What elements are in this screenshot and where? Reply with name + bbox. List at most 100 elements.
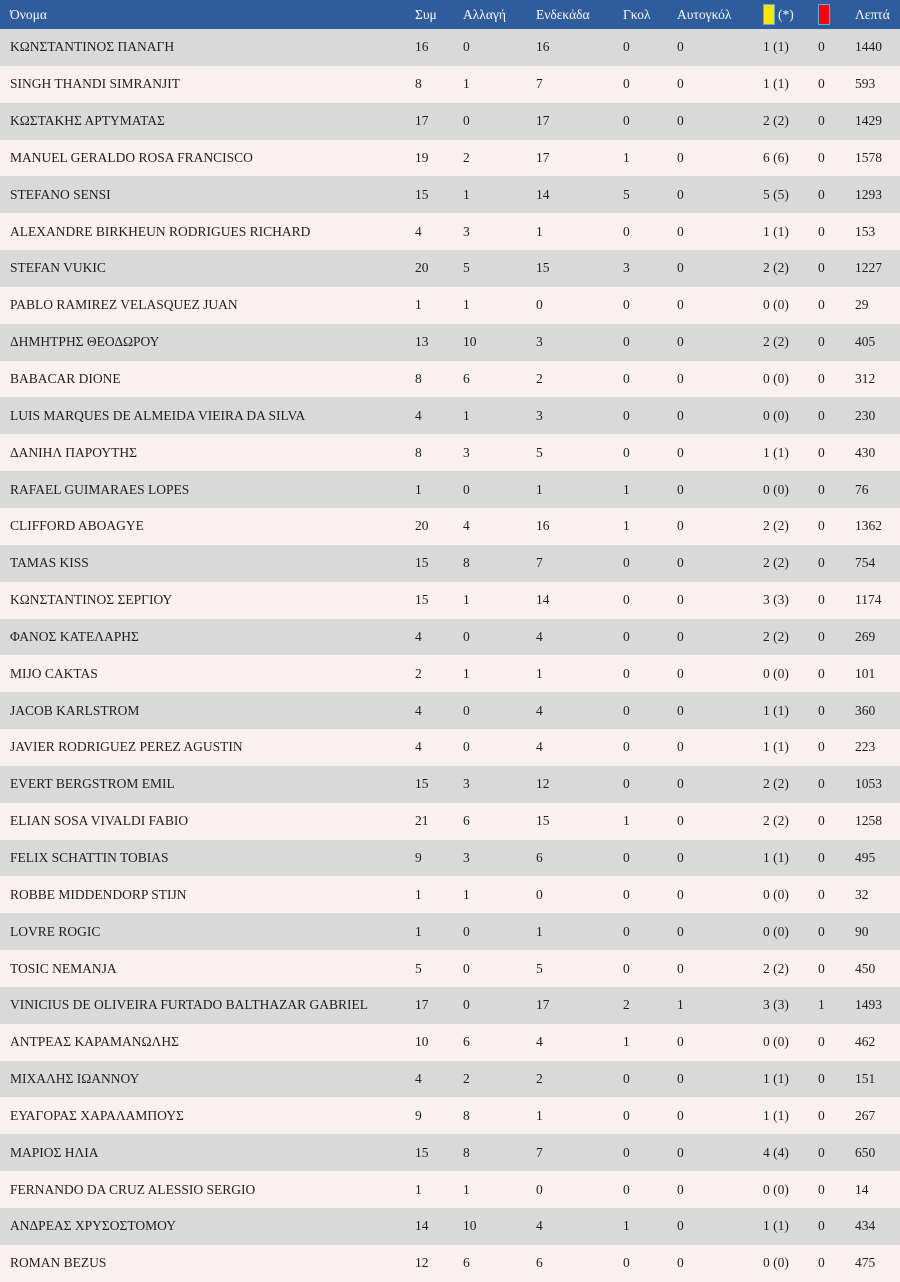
red-cards-cell: 0 xyxy=(818,665,825,681)
yellow-cards-cell: 0 (0) xyxy=(763,923,789,939)
substitutions-cell: 8 xyxy=(463,1107,470,1123)
appearances-cell: 15 xyxy=(415,592,429,608)
player-row: ΔΑΝΙΗΛ ΠΑΡΟΥΤΗΣ 8 3 5 0 0 1 (1) 0 430 xyxy=(0,434,900,472)
player-row: ΑΝΤΡΕΑΣ ΚΑΡΑΜΑΝΩΛΗΣ 10 6 4 1 0 0 (0) 0 4… xyxy=(0,1023,900,1061)
minutes-cell: 1227 xyxy=(855,260,882,276)
minutes-cell: 230 xyxy=(855,407,876,423)
minutes-cell: 1293 xyxy=(855,186,882,202)
player-row: MANUEL GERALDO ROSA FRANCISCO 19 2 17 1 … xyxy=(0,139,900,177)
minutes-cell: 1493 xyxy=(855,997,882,1013)
player-name-cell: STEFAN VUKIC xyxy=(10,260,106,276)
yellow-cards-cell: 1 (1) xyxy=(763,76,789,92)
yellow-cards-cell: 0 (0) xyxy=(763,407,789,423)
starting-eleven-cell: 6 xyxy=(536,1255,543,1271)
column-header-red-cards xyxy=(818,4,855,25)
player-name-cell: MANUEL GERALDO ROSA FRANCISCO xyxy=(10,149,253,165)
starting-eleven-cell: 1 xyxy=(536,223,543,239)
yellow-cards-cell: 2 (2) xyxy=(763,628,789,644)
yellow-cards-suffix: (*) xyxy=(778,6,794,22)
column-header-starting-eleven: Ενδεκάδα xyxy=(536,6,590,22)
minutes-cell: 434 xyxy=(855,1218,876,1234)
minutes-cell: 90 xyxy=(855,923,869,939)
player-name-cell: ΔΗΜΗΤΡΗΣ ΘΕΟΔΩΡΟΥ xyxy=(10,334,160,350)
yellow-cards-cell: 0 (0) xyxy=(763,665,789,681)
appearances-cell: 10 xyxy=(415,1034,429,1050)
own-goals-cell: 0 xyxy=(677,1071,684,1087)
appearances-cell: 2 xyxy=(415,665,422,681)
substitutions-cell: 0 xyxy=(463,481,470,497)
substitutions-cell: 3 xyxy=(463,849,470,865)
substitutions-cell: 6 xyxy=(463,1034,470,1050)
column-header-substitutions: Αλλαγή xyxy=(463,6,506,22)
red-cards-cell: 1 xyxy=(818,997,825,1013)
yellow-cards-cell: 1 (1) xyxy=(763,1107,789,1123)
substitutions-cell: 3 xyxy=(463,776,470,792)
yellow-cards-cell: 1 (1) xyxy=(763,1071,789,1087)
player-row: STEFANO SENSI 15 1 14 5 0 5 (5) 0 1293 xyxy=(0,176,900,214)
red-cards-cell: 0 xyxy=(818,39,825,55)
minutes-cell: 475 xyxy=(855,1255,876,1271)
substitutions-cell: 6 xyxy=(463,371,470,387)
player-row: ΚΩΝΣΤΑΝΤΙΝΟΣ ΠΑΝΑΓΗ 16 0 16 0 0 1 (1) 0 … xyxy=(0,29,900,66)
appearances-cell: 1 xyxy=(415,1181,422,1197)
minutes-cell: 29 xyxy=(855,297,869,313)
minutes-cell: 450 xyxy=(855,960,876,976)
red-cards-cell: 0 xyxy=(818,371,825,387)
starting-eleven-cell: 17 xyxy=(536,149,550,165)
yellow-cards-cell: 4 (4) xyxy=(763,1144,789,1160)
player-row: ΑΝΔΡΕΑΣ ΧΡΥΣΟΣΤΟΜΟΥ 14 10 4 1 0 1 (1) 0 … xyxy=(0,1208,900,1245)
red-cards-cell: 0 xyxy=(818,849,825,865)
player-name-cell: JAVIER RODRIGUEZ PEREZ AGUSTIN xyxy=(10,739,243,755)
own-goals-cell: 0 xyxy=(677,592,684,608)
starting-eleven-cell: 12 xyxy=(536,776,550,792)
minutes-cell: 650 xyxy=(855,1144,876,1160)
column-header-yellow-cards: (*) xyxy=(763,4,818,25)
yellow-cards-cell: 3 (3) xyxy=(763,592,789,608)
yellow-cards-cell: 1 (1) xyxy=(763,223,789,239)
column-header-minutes: Λεπτά xyxy=(855,6,890,22)
starting-eleven-cell: 1 xyxy=(536,481,543,497)
goals-cell: 5 xyxy=(623,186,630,202)
appearances-cell: 15 xyxy=(415,555,429,571)
yellow-cards-cell: 2 (2) xyxy=(763,334,789,350)
starting-eleven-cell: 14 xyxy=(536,186,550,202)
appearances-cell: 4 xyxy=(415,739,422,755)
goals-cell: 0 xyxy=(623,923,630,939)
yellow-cards-cell: 2 (2) xyxy=(763,776,789,792)
yellow-cards-cell: 1 (1) xyxy=(763,702,789,718)
substitutions-cell: 10 xyxy=(463,334,477,350)
red-cards-cell: 0 xyxy=(818,260,825,276)
player-row: EVERT BERGSTROM EMIL 15 3 12 0 0 2 (2) 0… xyxy=(0,765,900,803)
starting-eleven-cell: 4 xyxy=(536,739,543,755)
player-name-cell: FERNANDO DA CRUZ ALESSIO SERGIO xyxy=(10,1181,256,1197)
goals-cell: 0 xyxy=(623,407,630,423)
red-cards-cell: 0 xyxy=(818,1034,825,1050)
minutes-cell: 14 xyxy=(855,1181,869,1197)
substitutions-cell: 0 xyxy=(463,923,470,939)
red-cards-cell: 0 xyxy=(818,886,825,902)
player-name-cell: JACOB KARLSTROM xyxy=(10,702,140,718)
goals-cell: 0 xyxy=(623,76,630,92)
yellow-cards-cell: 3 (3) xyxy=(763,997,789,1013)
yellow-cards-cell: 1 (1) xyxy=(763,1218,789,1234)
own-goals-cell: 0 xyxy=(677,1034,684,1050)
minutes-cell: 430 xyxy=(855,444,876,460)
goals-cell: 1 xyxy=(623,481,630,497)
own-goals-cell: 1 xyxy=(677,997,684,1013)
player-row: ΜΙΧΑΛΗΣ ΙΩΑΝΝΟΥ 4 2 2 0 0 1 (1) 0 151 xyxy=(0,1060,900,1098)
goals-cell: 1 xyxy=(623,1034,630,1050)
yellow-cards-cell: 0 (0) xyxy=(763,886,789,902)
starting-eleven-cell: 15 xyxy=(536,260,550,276)
own-goals-cell: 0 xyxy=(677,334,684,350)
player-name-cell: ΕΥΑΓΟΡΑΣ ΧΑΡΑΛΑΜΠΟΥΣ xyxy=(10,1107,184,1123)
player-name-cell: LUIS MARQUES DE ALMEIDA VIEIRA DA SILVA xyxy=(10,407,306,423)
table-body: ΚΩΝΣΤΑΝΤΙΝΟΣ ΠΑΝΑΓΗ 16 0 16 0 0 1 (1) 0 … xyxy=(0,29,900,1282)
player-row: ΦΑΝΟΣ ΚΑΤΕΛΑΡΗΣ 4 0 4 0 0 2 (2) 0 269 xyxy=(0,618,900,656)
appearances-cell: 14 xyxy=(415,1218,429,1234)
player-row: MIJO CAKTAS 2 1 1 0 0 0 (0) 0 101 xyxy=(0,655,900,693)
red-cards-cell: 0 xyxy=(818,444,825,460)
starting-eleven-cell: 3 xyxy=(536,334,543,350)
yellow-cards-cell: 0 (0) xyxy=(763,481,789,497)
red-cards-cell: 0 xyxy=(818,776,825,792)
red-cards-cell: 0 xyxy=(818,1255,825,1271)
